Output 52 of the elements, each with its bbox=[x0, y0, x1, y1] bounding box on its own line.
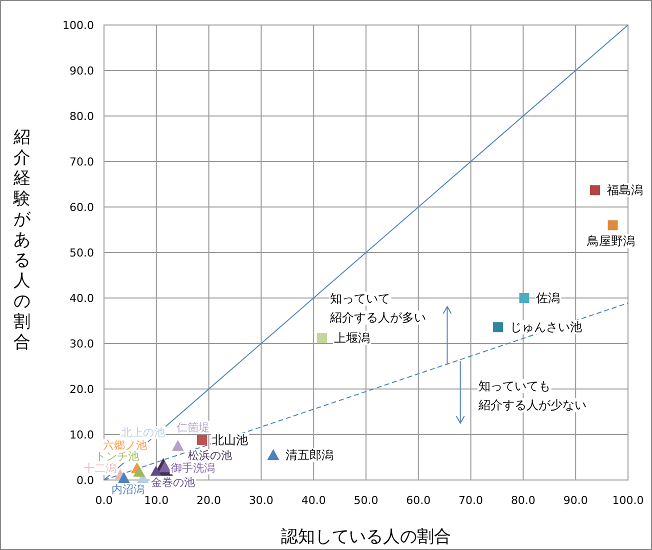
point bbox=[267, 448, 280, 460]
x-tick-label: 70.0 bbox=[458, 494, 484, 507]
series-label: 清五郎潟 bbox=[285, 448, 334, 462]
x-tick-label: 40.0 bbox=[301, 494, 326, 507]
point bbox=[493, 322, 504, 332]
text: 北上の池 bbox=[120, 426, 165, 440]
y-tick-label: 60.0 bbox=[70, 201, 94, 214]
y-tick-label: 30.0 bbox=[70, 338, 94, 350]
x-tick-label: 0.0 bbox=[95, 494, 113, 507]
y-tick-label: 70.0 bbox=[70, 156, 94, 168]
point bbox=[316, 333, 327, 344]
series-label: 御手洗潟 bbox=[170, 461, 215, 474]
annotation: 知っていても紹介する人が少ない bbox=[477, 379, 586, 412]
x-tick-label: 50.0 bbox=[354, 494, 378, 507]
x-tick-label: 90.0 bbox=[563, 494, 588, 507]
x-tick-label: 60.0 bbox=[406, 494, 431, 507]
series-label: 金巻の池 bbox=[150, 476, 195, 489]
x-tick-label: 10.0 bbox=[144, 494, 169, 507]
series-label: 松浜の池 bbox=[188, 449, 232, 462]
series-label: 佐潟 bbox=[536, 291, 560, 305]
x-axis-title: 認知している人の割合 bbox=[281, 527, 451, 547]
x-tick-label: 20.0 bbox=[196, 494, 222, 507]
point bbox=[172, 440, 184, 451]
point bbox=[608, 220, 618, 230]
series-label: 北山池 bbox=[212, 432, 248, 447]
y-tick-label: 100.0 bbox=[62, 19, 94, 32]
y-tick-label: 90.0 bbox=[70, 64, 94, 78]
point bbox=[519, 293, 530, 303]
annotation: 知っていて紹介する人が多い bbox=[329, 292, 426, 325]
series-label: 十二潟 bbox=[84, 462, 117, 475]
series-label: 内沼潟 bbox=[111, 483, 144, 496]
text: 紹介経験がある人の割合 bbox=[14, 128, 30, 352]
point bbox=[118, 472, 130, 484]
series-label: 福島潟 bbox=[606, 183, 643, 198]
x-tick-label: 80.0 bbox=[510, 494, 536, 507]
y-tick-label: 50.0 bbox=[70, 246, 94, 260]
point bbox=[133, 466, 146, 477]
series-label: トンチ池 bbox=[95, 450, 140, 463]
series-label: 鳥屋野潟 bbox=[586, 234, 635, 248]
y-tick-label: 0.0 bbox=[76, 474, 94, 487]
series-label: じゅんさい池 bbox=[510, 320, 582, 334]
point bbox=[590, 185, 600, 196]
series-label: 上堰潟 bbox=[334, 331, 370, 346]
point bbox=[196, 434, 207, 445]
series-label: 仁箇堤 bbox=[176, 420, 210, 434]
y-tick-label: 10.0 bbox=[70, 428, 94, 442]
x-tick-label: 100.0 bbox=[612, 494, 644, 507]
x-tick-label: 30.0 bbox=[248, 494, 274, 507]
series-label: 六郷ノ池 bbox=[103, 439, 148, 452]
y-tick-label: 20.0 bbox=[70, 383, 94, 396]
y-tick-label: 40.0 bbox=[70, 292, 94, 305]
y-tick-label: 80.0 bbox=[70, 110, 94, 123]
